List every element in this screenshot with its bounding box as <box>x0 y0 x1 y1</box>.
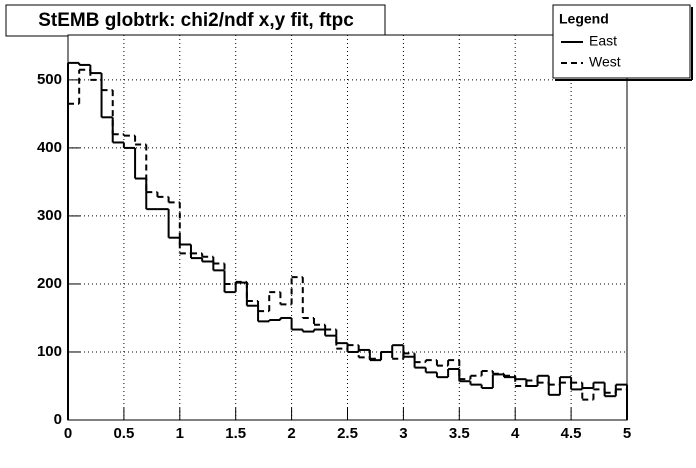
y-tick-label: 300 <box>37 207 62 224</box>
x-tick-label: 0.5 <box>113 425 134 442</box>
x-tick-label: 3 <box>399 425 407 442</box>
legend-label: East <box>589 33 617 49</box>
y-tick-label: 100 <box>37 343 62 360</box>
x-tick-label: 1 <box>176 425 184 442</box>
legend-title: Legend <box>559 11 609 27</box>
x-tick-label: 3.5 <box>449 425 470 442</box>
x-tick-label: 4.5 <box>561 425 582 442</box>
y-tick-label: 0 <box>54 411 62 428</box>
chart-title: StEMB globtrk: chi2/ndf x,y fit, ftpc <box>38 10 354 31</box>
title-box <box>5 4 386 37</box>
x-tick-label: 0 <box>64 425 72 442</box>
y-tick-label: 500 <box>37 71 62 88</box>
y-tick-label: 400 <box>37 139 62 156</box>
x-tick-label: 2 <box>287 425 295 442</box>
x-tick-label: 1.5 <box>225 425 246 442</box>
y-tick-label: 200 <box>37 275 62 292</box>
x-tick-label: 5 <box>623 425 631 442</box>
legend-label: West <box>589 54 621 70</box>
x-tick-label: 2.5 <box>337 425 358 442</box>
x-tick-label: 4 <box>511 425 520 442</box>
